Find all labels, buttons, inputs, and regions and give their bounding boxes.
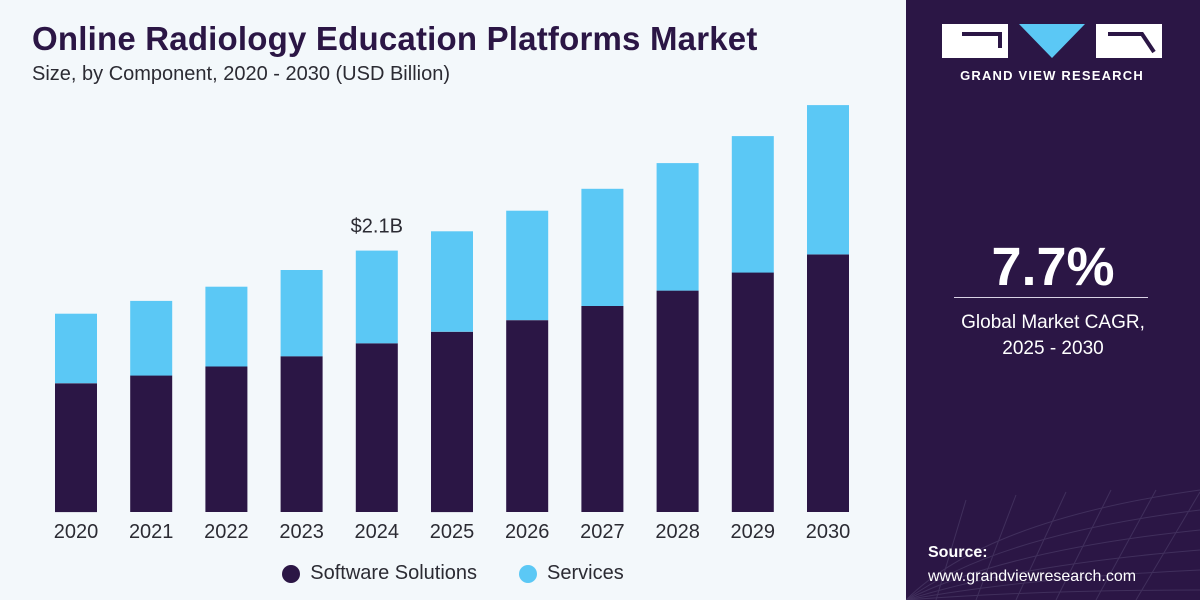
legend-swatch-services xyxy=(519,564,538,583)
source-url: www.grandviewresearch.com xyxy=(928,568,1137,585)
bar-services-2024 xyxy=(355,250,398,344)
chart-subtitle: Size, by Component, 2020 - 2030 (USD Bil… xyxy=(32,63,450,85)
bar-services-2020 xyxy=(55,313,97,384)
gvr-logo-icon xyxy=(942,24,1162,58)
bar-services-2026 xyxy=(506,210,549,321)
grand-view-research-logo: GRAND VIEW RESEARCH xyxy=(942,22,1162,83)
bar-software-2030 xyxy=(807,254,849,512)
bar-services-2022 xyxy=(205,286,248,367)
bar-software-2026 xyxy=(506,320,549,512)
bar-software-2024 xyxy=(355,343,398,512)
legend-swatch-software xyxy=(282,564,301,583)
x-tick-label-2021: 2021 xyxy=(129,521,174,543)
x-tick-label-2029: 2029 xyxy=(731,521,776,543)
cagr-label: Global Market CAGR, xyxy=(961,312,1145,333)
chart-area: Online Radiology Education Platforms Mar… xyxy=(0,20,906,585)
x-tick-label-2028: 2028 xyxy=(655,521,700,543)
x-tick-label-2030: 2030 xyxy=(806,521,851,543)
x-tick-label-2026: 2026 xyxy=(505,521,550,543)
x-tick-label-2027: 2027 xyxy=(580,521,625,543)
chart-title: Online Radiology Education Platforms Mar… xyxy=(32,20,758,57)
legend-label-services: Services xyxy=(547,562,624,584)
cagr-value: 7.7% xyxy=(991,237,1115,297)
bar-software-2021 xyxy=(130,375,173,512)
cagr-divider xyxy=(954,297,1148,298)
x-tick-label-2023: 2023 xyxy=(279,521,324,543)
bar-services-2029 xyxy=(731,136,774,273)
brand-name: GRAND VIEW RESEARCH xyxy=(960,68,1144,83)
x-tick-label-2020: 2020 xyxy=(54,521,99,543)
bar-software-2029 xyxy=(731,272,774,512)
data-label-2024: $2.1B xyxy=(351,216,403,238)
bar-software-2020 xyxy=(55,383,97,513)
bar-services-2025 xyxy=(431,231,473,332)
bar-software-2023 xyxy=(280,356,323,512)
sidebar-panel: GRAND VIEW RESEARCH 7.7% Global Market C… xyxy=(906,0,1200,600)
source-label: Source: xyxy=(928,544,988,561)
legend-item-software-solutions: Software Solutions xyxy=(282,562,477,585)
cagr-period: 2025 - 2030 xyxy=(1002,338,1104,359)
x-tick-label-2025: 2025 xyxy=(430,521,475,543)
bar-services-2027 xyxy=(581,188,624,306)
x-tick-label-2024: 2024 xyxy=(355,521,400,543)
bar-services-2030 xyxy=(807,105,849,255)
legend-item-services: Services xyxy=(519,562,624,585)
bar-software-2027 xyxy=(581,306,624,512)
legend-label-software: Software Solutions xyxy=(310,562,478,584)
bar-services-2021 xyxy=(130,300,173,376)
bar-software-2028 xyxy=(656,290,699,512)
bar-software-2025 xyxy=(431,331,473,513)
bar-services-2023 xyxy=(280,270,323,357)
bar-services-2028 xyxy=(656,163,699,291)
stacked-bar-chart: 2020 2021 2022 2023 2024 2025 2026 2027 2028 2029… xyxy=(54,105,851,543)
chart-legend: Software Solutions Services xyxy=(0,562,906,585)
mesh-pattern xyxy=(906,489,1200,600)
x-tick-label-2022: 2022 xyxy=(204,521,249,543)
bar-software-2022 xyxy=(205,366,248,512)
